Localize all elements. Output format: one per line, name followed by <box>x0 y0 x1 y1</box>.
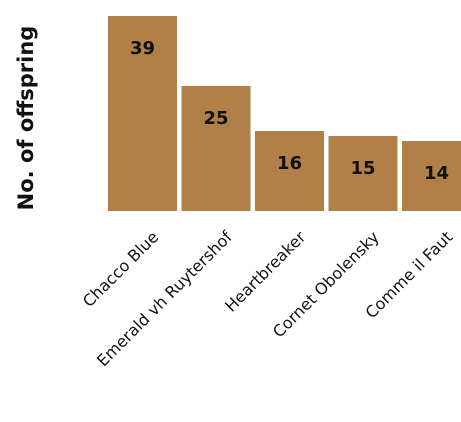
bar-1 <box>181 86 251 211</box>
bar-value-label-1: 25 <box>203 108 228 129</box>
x-tick-label-1: Emerald vh Ruytershof <box>93 227 236 370</box>
x-tick-label-0: Chacco Blue <box>79 227 162 310</box>
bar-0 <box>108 16 177 211</box>
bar-value-label-2: 16 <box>277 153 302 174</box>
bar-value-label-3: 15 <box>350 158 375 179</box>
bar-2 <box>255 131 324 211</box>
y-axis-title: No. of offspring <box>14 26 38 211</box>
bar-3 <box>328 136 398 211</box>
bar-4 <box>402 141 461 211</box>
bar-value-label-0: 39 <box>130 38 155 59</box>
value-labels-layer: 39 25 16 15 14 <box>130 38 449 184</box>
bars-layer <box>108 16 461 211</box>
bar-value-label-4: 14 <box>424 163 449 184</box>
